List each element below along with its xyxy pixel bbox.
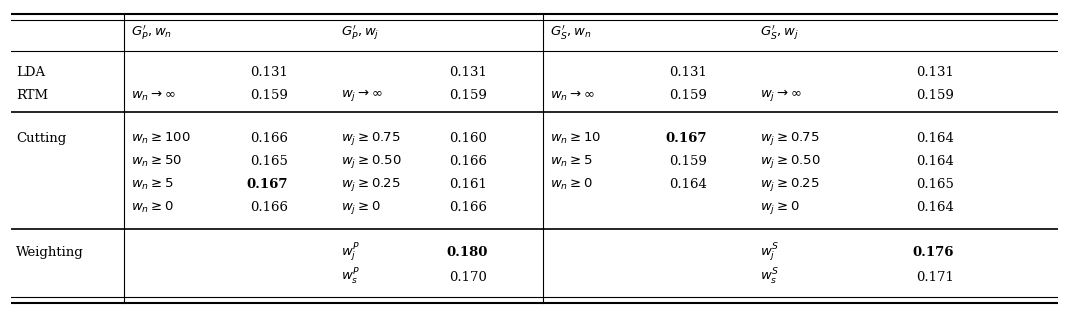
Text: $w_j^S$: $w_j^S$ xyxy=(760,241,778,263)
Text: 0.170: 0.170 xyxy=(449,270,487,284)
Text: 0.159: 0.159 xyxy=(916,89,954,102)
Text: $w_j \to \infty$: $w_j \to \infty$ xyxy=(760,88,802,103)
Text: $w_j \geq 0$: $w_j \geq 0$ xyxy=(341,199,381,216)
Text: $w_j^P$: $w_j^P$ xyxy=(341,241,359,263)
Text: $w_n \geq 0$: $w_n \geq 0$ xyxy=(131,200,174,215)
Text: LDA: LDA xyxy=(16,66,45,79)
Text: $w_s^P$: $w_s^P$ xyxy=(341,267,359,287)
Text: 0.164: 0.164 xyxy=(916,132,954,145)
Text: $w_s^S$: $w_s^S$ xyxy=(760,267,778,287)
Text: 0.159: 0.159 xyxy=(669,155,708,168)
Text: $G^{\prime}_P, w_n$: $G^{\prime}_P, w_n$ xyxy=(131,23,172,41)
Text: 0.159: 0.159 xyxy=(250,89,289,102)
Text: 0.176: 0.176 xyxy=(912,246,954,259)
Text: $w_j \geq 0.75$: $w_j \geq 0.75$ xyxy=(760,130,819,147)
Text: 0.131: 0.131 xyxy=(449,66,487,79)
Text: 0.159: 0.159 xyxy=(669,89,708,102)
Text: $w_n \geq 5$: $w_n \geq 5$ xyxy=(131,177,174,192)
Text: 0.164: 0.164 xyxy=(916,201,954,214)
Text: 0.165: 0.165 xyxy=(916,178,954,191)
Text: $w_n \to \infty$: $w_n \to \infty$ xyxy=(131,89,176,102)
Text: $w_j \geq 0.75$: $w_j \geq 0.75$ xyxy=(341,130,400,147)
Text: 0.166: 0.166 xyxy=(250,201,289,214)
Text: $w_n \geq 5$: $w_n \geq 5$ xyxy=(551,154,593,169)
Text: $w_n \to \infty$: $w_n \to \infty$ xyxy=(551,89,595,102)
Text: RTM: RTM xyxy=(16,89,48,102)
Text: 0.161: 0.161 xyxy=(449,178,487,191)
Text: 0.166: 0.166 xyxy=(449,155,487,168)
Text: 0.166: 0.166 xyxy=(250,132,289,145)
Text: $G^{\prime}_S, w_n$: $G^{\prime}_S, w_n$ xyxy=(551,23,591,41)
Text: $G^{\prime}_P, w_j$: $G^{\prime}_P, w_j$ xyxy=(341,23,379,42)
Text: 0.165: 0.165 xyxy=(250,155,289,168)
Text: 0.160: 0.160 xyxy=(449,132,487,145)
Text: 0.131: 0.131 xyxy=(250,66,289,79)
Text: 0.166: 0.166 xyxy=(449,201,487,214)
Text: 0.159: 0.159 xyxy=(449,89,487,102)
Text: $w_n \geq 50$: $w_n \geq 50$ xyxy=(131,154,183,169)
Text: $w_j \geq 0.50$: $w_j \geq 0.50$ xyxy=(341,153,401,170)
Text: 0.171: 0.171 xyxy=(916,270,954,284)
Text: $w_j \geq 0.25$: $w_j \geq 0.25$ xyxy=(760,176,820,193)
Text: 0.164: 0.164 xyxy=(916,155,954,168)
Text: $w_n \geq 10$: $w_n \geq 10$ xyxy=(551,131,602,146)
Text: $w_n \geq 100$: $w_n \geq 100$ xyxy=(131,131,191,146)
Text: Weighting: Weighting xyxy=(16,246,83,259)
Text: $w_j \geq 0.25$: $w_j \geq 0.25$ xyxy=(341,176,401,193)
Text: $w_j \geq 0.50$: $w_j \geq 0.50$ xyxy=(760,153,820,170)
Text: $w_j \to \infty$: $w_j \to \infty$ xyxy=(341,88,383,103)
Text: $w_j \geq 0$: $w_j \geq 0$ xyxy=(760,199,800,216)
Text: 0.131: 0.131 xyxy=(669,66,708,79)
Text: 0.167: 0.167 xyxy=(247,178,289,191)
Text: $w_n \geq 0$: $w_n \geq 0$ xyxy=(551,177,593,192)
Text: 0.167: 0.167 xyxy=(666,132,708,145)
Text: 0.131: 0.131 xyxy=(916,66,954,79)
Text: Cutting: Cutting xyxy=(16,132,66,145)
Text: $G^{\prime}_S, w_j$: $G^{\prime}_S, w_j$ xyxy=(760,23,799,42)
Text: 0.180: 0.180 xyxy=(446,246,487,259)
Text: 0.164: 0.164 xyxy=(669,178,708,191)
